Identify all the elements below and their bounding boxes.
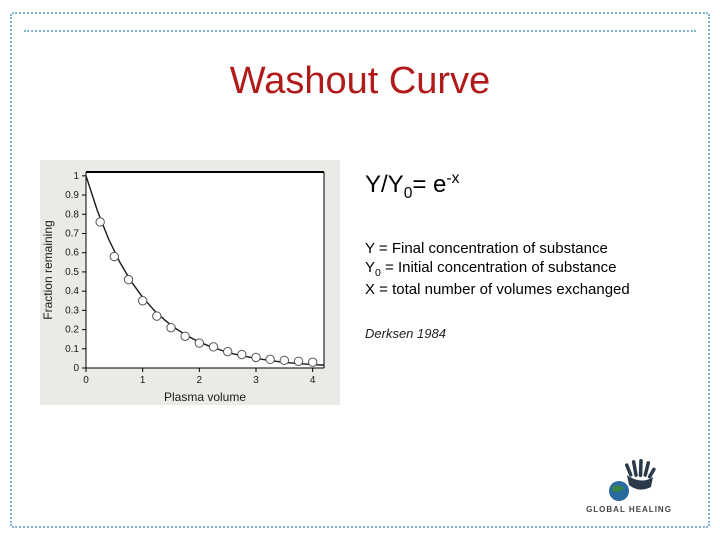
svg-text:0.3: 0.3	[65, 305, 79, 316]
hand-globe-icon	[601, 457, 657, 503]
right-column: Y/Y0= e-x Y = Final concentration of sub…	[365, 170, 685, 341]
svg-text:4: 4	[310, 375, 316, 386]
svg-text:Fraction remaining: Fraction remaining	[41, 220, 55, 319]
equation: Y/Y0= e-x	[365, 170, 685, 203]
washout-chart: 0 0.1 0.2 0.3 0.4 0.5 0.6 0.7 0.8 0.9 1 0 1 2 3 4 Plasma…	[40, 160, 340, 405]
equation-sup: -x	[446, 170, 459, 187]
svg-text:0.9: 0.9	[65, 190, 79, 201]
svg-text:Plasma volume: Plasma volume	[164, 390, 246, 404]
legend-line-1: Y = Final concentration of substance	[365, 239, 685, 258]
brand-logo-text: GLOBAL HEALING	[574, 505, 684, 514]
svg-text:0.5: 0.5	[65, 267, 79, 278]
legend-line-3: X = total number of volumes exchanged	[365, 280, 685, 299]
svg-text:3: 3	[253, 375, 259, 386]
equation-lhs: Y/Y	[365, 171, 404, 198]
svg-text:0.2: 0.2	[65, 325, 79, 336]
slide-root: Washout Curve 00.10.20.30.40.50.60.70.80…	[0, 0, 720, 540]
svg-text:0.7: 0.7	[65, 228, 79, 239]
brand-logo: GLOBAL HEALING	[574, 457, 684, 514]
svg-text:0.4: 0.4	[65, 286, 79, 297]
svg-text:1: 1	[140, 375, 146, 386]
svg-text:0.1: 0.1	[65, 344, 79, 355]
svg-text:2: 2	[197, 375, 203, 386]
citation: Derksen 1984	[365, 326, 685, 341]
page-title: Washout Curve	[0, 60, 720, 103]
svg-text:0.8: 0.8	[65, 209, 79, 220]
svg-text:0: 0	[73, 363, 79, 374]
svg-text:0: 0	[83, 375, 89, 386]
equation-legend: Y = Final concentration of substance Y0 …	[365, 239, 685, 300]
decorative-border-inner	[24, 30, 696, 32]
chart-svg: 0 0.1 0.2 0.3 0.4 0.5 0.6 0.7 0.8 0.9 1 0 1 2 3 4 Plasma…	[40, 160, 340, 405]
svg-text:0.6: 0.6	[65, 248, 79, 259]
svg-text:1: 1	[73, 171, 79, 182]
legend-line-2: Y0 = Initial concentration of substance	[365, 258, 685, 280]
equation-eq: = e	[412, 171, 446, 198]
